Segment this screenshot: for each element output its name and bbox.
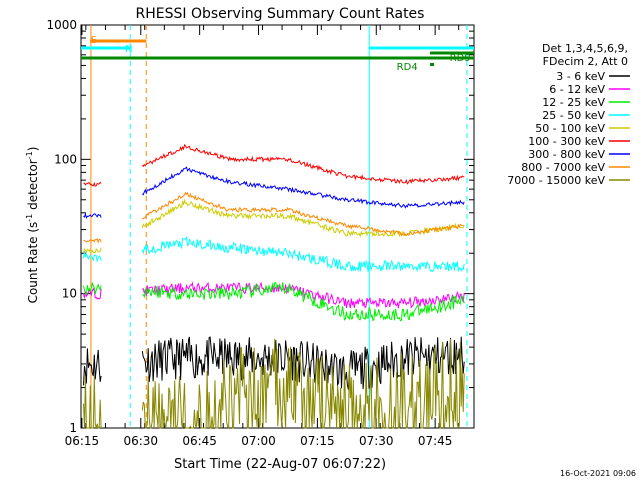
chart-title: RHESSI Observing Summary Count Rates — [136, 6, 425, 22]
legend-label-1: 6 - 12 keV — [549, 83, 605, 96]
x-tick-label-4: 07:15 — [300, 434, 335, 448]
y-axis-label-sup-2: -1 — [25, 151, 34, 159]
x-tick-label-5: 07:30 — [359, 434, 394, 448]
series-line-8 — [83, 338, 465, 430]
y-tick-label-2: 100 — [54, 152, 77, 166]
legend-label-0: 3 - 6 keV — [556, 70, 605, 83]
y-tick-label-1: 10 — [62, 287, 77, 301]
x-tick-label-6: 07:45 — [418, 434, 453, 448]
y-tick-label-3: 1000 — [46, 18, 77, 32]
plot-area: 1 10 100 1000 06:15 06:30 06:45 07:00 07:15 07:30… — [46, 18, 475, 448]
y-axis-label-suffix: ) — [26, 147, 40, 152]
plot-frame — [80, 24, 475, 429]
y-tick-label-0: 1 — [69, 421, 77, 435]
legend-label-4: 50 - 100 keV — [535, 122, 605, 135]
y-axis-label-sup-1: -1 — [25, 214, 34, 222]
legend-label-6: 300 - 800 keV — [528, 148, 605, 161]
legend-label-3: 25 - 50 keV — [542, 109, 605, 122]
series-lines — [83, 144, 465, 430]
y-axis-label: Count Rate (s-1 detector-1) — [25, 147, 40, 304]
legend: Det 1,3,4,5,6,9, FDecim 2, Att 0 3 - 6 k… — [507, 42, 630, 187]
y-axis-label-prefix: Count Rate (s — [26, 222, 40, 304]
x-tick-label-3: 07:00 — [241, 434, 276, 448]
x-tick-label-2: 06:45 — [182, 434, 217, 448]
series-line-5 — [83, 144, 465, 187]
series-line-7 — [83, 191, 465, 244]
x-tick-label-1: 06:30 — [123, 434, 158, 448]
rd4-marker — [430, 63, 435, 66]
series-line-2 — [83, 281, 465, 322]
series-line-6 — [83, 166, 465, 219]
legend-header-line1: Det 1,3,4,5,6,9, — [542, 42, 628, 55]
series-line-0 — [83, 336, 465, 390]
night-bar-label: N — [125, 44, 132, 55]
rd9-label: RD9 — [450, 53, 471, 64]
timestamp: 16-Oct-2021 09:06 — [560, 469, 636, 478]
saa-bar-label: S — [91, 35, 97, 46]
x-axis-label: Start Time (22-Aug-07 06:07:22) — [174, 457, 386, 472]
legend-label-2: 12 - 25 keV — [542, 96, 605, 109]
legend-label-5: 100 - 300 keV — [528, 135, 605, 148]
y-axis-label-mid: detector — [26, 159, 40, 214]
series-line-3 — [83, 235, 465, 273]
rd4-label: RD4 — [397, 62, 418, 73]
x-tick-label-0: 06:15 — [65, 434, 100, 448]
legend-header-line2: FDecim 2, Att 0 — [543, 55, 628, 68]
legend-label-8: 7000 - 15000 keV — [507, 174, 605, 187]
legend-label-7: 800 - 7000 keV — [521, 161, 605, 174]
